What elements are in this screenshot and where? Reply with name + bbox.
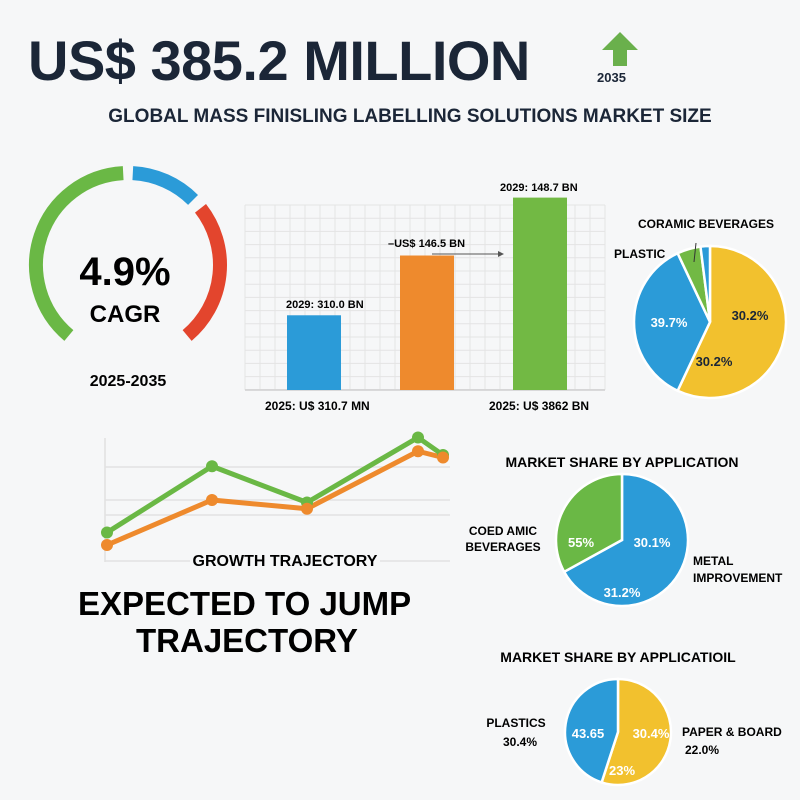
pie2-label: 30.1% [634, 535, 671, 550]
bar-chart: 2029: 310.0 BN –US$ 146.5 BN 2029: 148.7… [244, 182, 606, 413]
pie1-leader-line [693, 242, 697, 263]
gauge-arc-blue [132, 166, 199, 206]
gauge-arc-green [29, 166, 124, 341]
pie1-slice-label: 30.2% [696, 354, 733, 369]
bar [287, 315, 341, 390]
pie1-label-plastic: PLASTIC [614, 247, 666, 261]
cagr-gauge: 4.9% CAGR 2025-2035 [29, 166, 227, 390]
pie-slice [632, 251, 712, 393]
pie3-title: MARKET SHARE BY APPLICATIOIL [500, 649, 736, 665]
pie-chart-materials: CORAMIC BEVERAGES PLASTIC 30.2% 30.2% 39… [614, 217, 788, 400]
pie-slice [675, 244, 788, 400]
bar [400, 255, 454, 390]
tagline-line1: EXPECTED TO JUMP [78, 585, 411, 622]
pie1-slice-label: 30.2% [732, 308, 769, 323]
pie2-label: 31.2% [604, 585, 641, 600]
pie3-label-plastics: PLASTICS [486, 716, 545, 730]
tagline-line2: TRAJECTORY [136, 622, 358, 659]
bar1-top-label: 2029: 310.0 BN [286, 299, 364, 311]
pie1-slice-label: 39.7% [651, 315, 688, 330]
pie-chart-application-2: MARKET SHARE BY APPLICATIOIL 43.65 30.4%… [486, 649, 782, 787]
line-point [437, 451, 449, 464]
pie3-label-paper: PAPER & BOARD [682, 725, 782, 739]
pie2-label: 55% [568, 535, 594, 550]
line-point [412, 445, 424, 458]
line-series [105, 435, 445, 535]
gauge-label: CAGR [90, 301, 161, 328]
pie3-label: 30.4% [633, 726, 670, 741]
year-badge: 2035 [597, 70, 626, 85]
pie2-category-left: COED AMIC BEVERAGES [465, 524, 540, 554]
line-point [101, 526, 113, 539]
bar [513, 197, 567, 390]
up-arrow-icon [602, 32, 638, 66]
line-point [101, 539, 113, 551]
pie3-label: 23% [609, 763, 635, 778]
line-point [301, 502, 313, 515]
bar-bottom-right-label: 2025: U$ 3862 BN [489, 399, 589, 413]
bar-bottom-left-label: 2025: U$ 310.7 MN [265, 399, 370, 413]
arrow-head [498, 251, 504, 257]
gauge-period: 2025-2035 [90, 373, 167, 390]
line-point [206, 494, 218, 506]
pie-chart-application: MARKET SHARE BY APPLICATION 55% 30.1% 31… [465, 454, 783, 608]
subtitle: GLOBAL MASS FINISLING LABELLING SOLUTION… [108, 106, 712, 127]
pie2-category-right: METAL IMPROVEMENT [693, 554, 783, 585]
pie-slice [562, 472, 690, 608]
line-point [412, 431, 424, 444]
pie3-label: 43.65 [572, 726, 605, 741]
pie-slice [554, 472, 624, 574]
pie1-label-coramic: CORAMIC BEVERAGES [638, 217, 774, 231]
headline-market-size: US$ 385.2 MILLION [28, 29, 530, 92]
line-chart-title: GROWTH TRAJECTORY [193, 553, 378, 570]
pie3-label-plastics-pct: 30.4% [503, 735, 537, 749]
line-point [206, 460, 218, 473]
gauge-value: 4.9% [79, 250, 170, 294]
pie-slice [699, 244, 712, 323]
bar2-top-label: –US$ 146.5 BN [388, 238, 465, 250]
bar3-top-label: 2029: 148.7 BN [500, 182, 578, 194]
pie-slice [563, 677, 620, 784]
pie3-label-paper-pct: 22.0% [685, 743, 719, 757]
pie2-title: MARKET SHARE BY APPLICATION [505, 454, 738, 470]
line-chart-growth: GROWTH TRAJECTORY [101, 431, 450, 570]
gauge-arc-red [182, 204, 227, 341]
